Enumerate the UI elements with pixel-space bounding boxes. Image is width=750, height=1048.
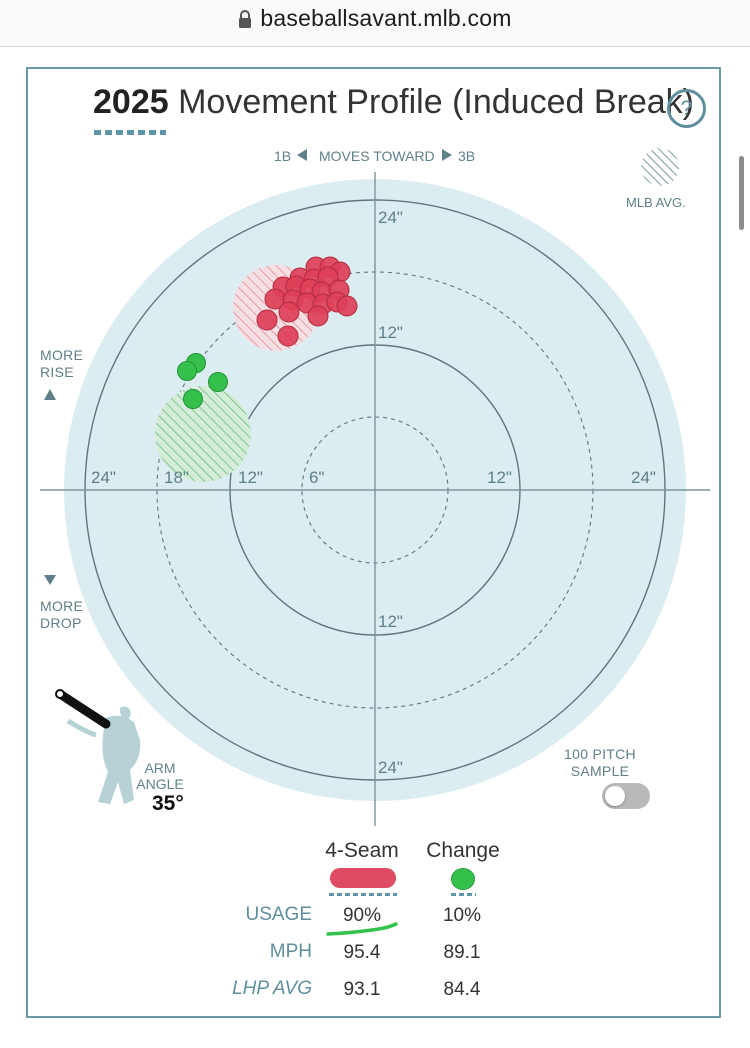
arrow-up-icon	[44, 389, 56, 400]
page-title: 2025 Movement Profile (Induced Break)	[93, 83, 694, 122]
ring-label: 24"	[631, 468, 656, 487]
year-dropdown-indicator[interactable]	[94, 130, 166, 135]
ring-label: 18"	[164, 468, 189, 487]
more-rise-label: MORE RISE	[40, 347, 83, 381]
arrow-right-icon	[442, 149, 452, 161]
scrollbar[interactable]	[739, 156, 744, 230]
ring-label: 12"	[378, 323, 403, 342]
pitch-header-fourseam: 4-Seam	[325, 839, 399, 862]
direction-left: 1B	[274, 148, 291, 164]
url-text: baseballsavant.mlb.com	[260, 4, 512, 31]
arm-angle-value: 35°	[152, 792, 184, 815]
arm-angle-line1: ARM	[144, 760, 176, 776]
more-drop-label: MORE DROP	[40, 598, 83, 632]
arm-angle-label: ARM ANGLE	[130, 760, 190, 792]
more-drop-line1: MORE	[40, 598, 84, 614]
change-avg-zone	[155, 386, 251, 482]
pitch-marker	[307, 305, 329, 327]
ring-label: 12"	[238, 468, 263, 487]
browser-url-bar[interactable]: baseballsavant.mlb.com	[0, 0, 750, 47]
fourseam-pitches	[256, 256, 358, 347]
more-rise-line1: MORE	[40, 347, 84, 363]
arrow-down-icon	[44, 575, 56, 585]
arm-angle-line2: ANGLE	[136, 776, 184, 792]
pitch-marker	[278, 301, 300, 323]
usage-fourseam: 90%	[342, 905, 382, 926]
toggle-knob[interactable]	[605, 786, 625, 806]
usage-change: 10%	[442, 905, 482, 926]
more-drop-line2: DROP	[40, 615, 82, 631]
change-swatch[interactable]	[451, 868, 475, 890]
change-pitches	[177, 353, 228, 409]
fourseam-swatch-underline	[329, 893, 397, 896]
lock-icon	[239, 10, 252, 28]
fourseam-swatch[interactable]	[330, 868, 396, 888]
pitcher-icon	[55, 689, 141, 804]
usage-row-label: USAGE	[245, 904, 312, 925]
sample-toggle[interactable]	[602, 783, 650, 809]
ring-label: 12"	[487, 468, 512, 487]
ring-label: 6"	[309, 468, 325, 487]
pitch-marker	[208, 372, 228, 392]
ring-label: 24"	[378, 208, 403, 227]
help-icon[interactable]: ?	[667, 89, 706, 128]
sample-label: 100 PITCH SAMPLE	[560, 746, 640, 780]
pitch-marker	[183, 389, 203, 409]
year-selector[interactable]: 2025	[93, 83, 169, 121]
arrow-left-icon	[297, 149, 307, 161]
change-swatch-underline	[451, 893, 476, 896]
direction-middle: MOVES TOWARD	[319, 148, 435, 164]
mlb-avg-icon	[641, 148, 679, 186]
pitch-marker	[256, 309, 278, 331]
pitch-marker	[277, 325, 299, 347]
mph-fourseam: 95.4	[343, 942, 381, 963]
mlb-avg-label: MLB AVG.	[626, 195, 686, 210]
ring-label: 24"	[91, 468, 116, 487]
ring-label: 24"	[378, 758, 403, 777]
mph-change: 89.1	[443, 942, 481, 963]
more-rise-line2: RISE	[40, 364, 74, 380]
sample-line1: 100 PITCH	[564, 746, 636, 762]
pitch-marker	[177, 361, 197, 381]
lhp-avg-fourseam: 93.1	[343, 979, 381, 1000]
title-text: Movement Profile (Induced Break)	[178, 83, 694, 121]
pitch-marker	[336, 295, 358, 317]
direction-right: 3B	[458, 148, 475, 164]
lhp-avg-change: 84.4	[443, 979, 481, 1000]
pitch-header-change: Change	[426, 839, 500, 862]
lhp-avg-row-label: LHP AVG	[232, 978, 312, 999]
sample-line2: SAMPLE	[570, 763, 630, 779]
mph-row-label: MPH	[269, 941, 312, 962]
ring-label: 12"	[378, 612, 403, 631]
